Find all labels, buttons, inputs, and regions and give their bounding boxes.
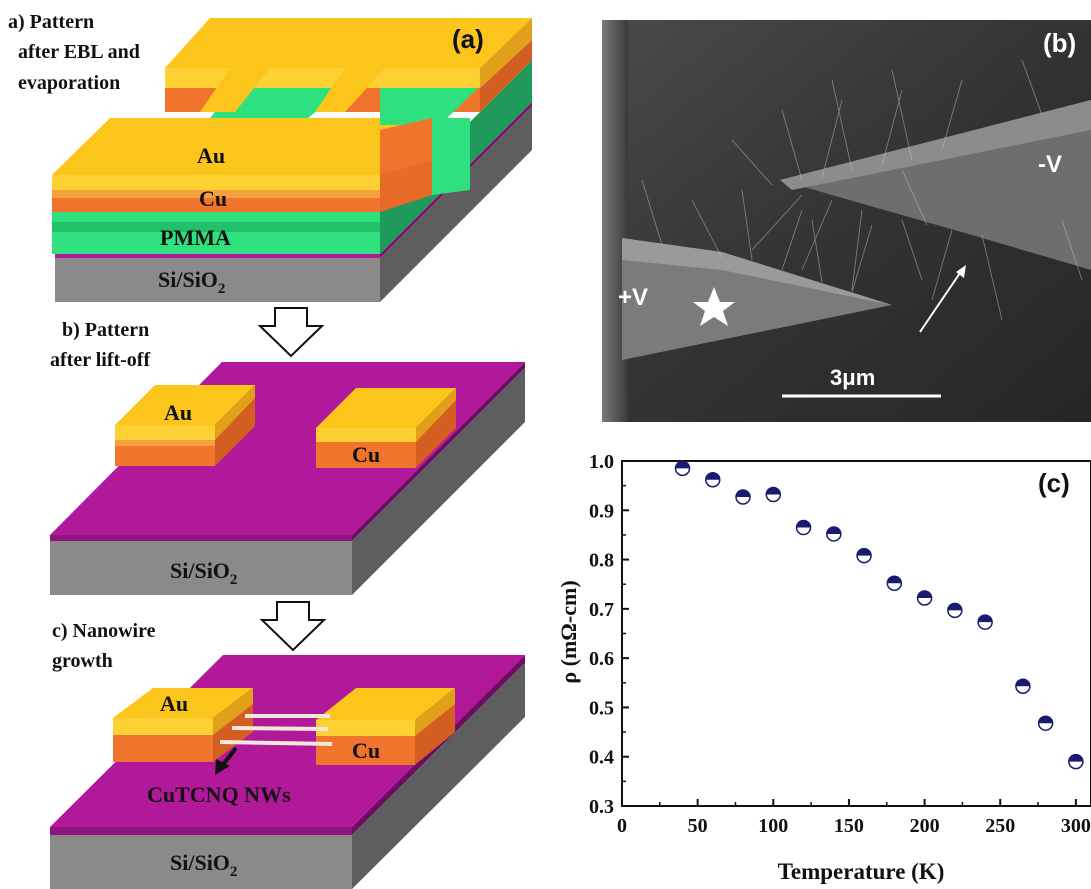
sem-image: (b) -V +V 3μm: [602, 20, 1091, 422]
panel-c-tag: (c): [1038, 468, 1070, 498]
data-point: [1037, 715, 1054, 731]
step-a-line3: evaporation: [18, 72, 120, 94]
x-tick-label: 50: [688, 815, 708, 837]
y-tick-label: 0.5: [589, 697, 614, 719]
y-tick-label: 0.6: [589, 648, 614, 670]
b-au-label: Au: [164, 400, 192, 425]
substrate-label-a: Si/SiO2: [158, 267, 225, 297]
data-point: [826, 526, 842, 542]
data-point: [856, 547, 872, 564]
c-cu-label: Cu: [352, 738, 380, 763]
y-axis-label: ρ (mΩ-cm): [556, 580, 581, 683]
y-tick-label: 0.4: [589, 747, 614, 769]
data-point: [674, 460, 691, 477]
step-a-label: a) Pattern: [8, 11, 94, 33]
data-point: [886, 575, 903, 591]
x-tick-label: 300: [1061, 815, 1091, 837]
data-point: [1015, 678, 1031, 694]
substrate-label-c: Si/SiO2: [170, 850, 237, 880]
data-point: [705, 471, 721, 488]
label-plus-v: +V: [618, 284, 648, 311]
step-c-label: c) Nanowire: [52, 620, 156, 642]
c-nw-label: CuTCNQ NWs: [147, 782, 291, 807]
x-tick-label: 150: [834, 815, 864, 837]
data-point: [735, 489, 751, 505]
data-point: [916, 590, 933, 606]
step-b-stack: [50, 362, 525, 595]
data-point: [947, 602, 963, 619]
down-arrow-icon: [259, 601, 327, 652]
y-tick-label: 0.9: [589, 500, 614, 522]
step-a-stack: [52, 18, 532, 302]
b-cu-label: Cu: [352, 442, 380, 467]
c-au-label: Au: [160, 691, 188, 716]
pointer-arrow: [919, 269, 963, 333]
x-tick-label: 0: [617, 815, 627, 837]
step-a-line2: after EBL and: [18, 41, 140, 63]
substrate-label-b: Si/SiO2: [170, 558, 237, 588]
step-c-stack: [50, 655, 525, 889]
resistivity-chart: 0.3 0.4 0.5 0.6 0.7 0.8 0.9 1.0 0 50 100 150 200 250…: [556, 451, 1091, 884]
panel-b-tag: (b): [1043, 28, 1076, 58]
fabrication-schematic: a) Pattern after EBL and evaporation (a)…: [8, 11, 532, 889]
y-tick-label: 0.8: [589, 550, 614, 572]
scale-bar-label: 3μm: [830, 365, 875, 390]
x-tick-label: 200: [910, 815, 940, 837]
y-tick-label: 0.3: [589, 796, 614, 818]
y-tick-label: 0.7: [589, 599, 614, 621]
step-b-line2: after lift-off: [50, 349, 150, 371]
down-arrow-icon: [257, 307, 325, 358]
layer-cu-label: Cu: [199, 186, 227, 211]
data-point: [795, 519, 812, 536]
x-tick-label: 250: [985, 815, 1015, 837]
layer-pmma-label: PMMA: [160, 225, 231, 250]
data-point: [977, 614, 993, 630]
data-point: [1068, 753, 1084, 770]
label-minus-v: -V: [1038, 151, 1062, 178]
x-axis-label: Temperature (K): [778, 859, 945, 884]
step-b-label: b) Pattern: [62, 319, 149, 341]
star-icon: [693, 287, 735, 326]
step-c-line2: growth: [52, 650, 113, 672]
panel-a-tag: (a): [452, 24, 484, 54]
plot-frame: [621, 460, 1091, 807]
y-tick-label: 1.0: [589, 451, 614, 473]
layer-au-label: Au: [197, 143, 225, 168]
x-tick-label: 100: [758, 815, 788, 837]
data-point: [765, 486, 782, 503]
